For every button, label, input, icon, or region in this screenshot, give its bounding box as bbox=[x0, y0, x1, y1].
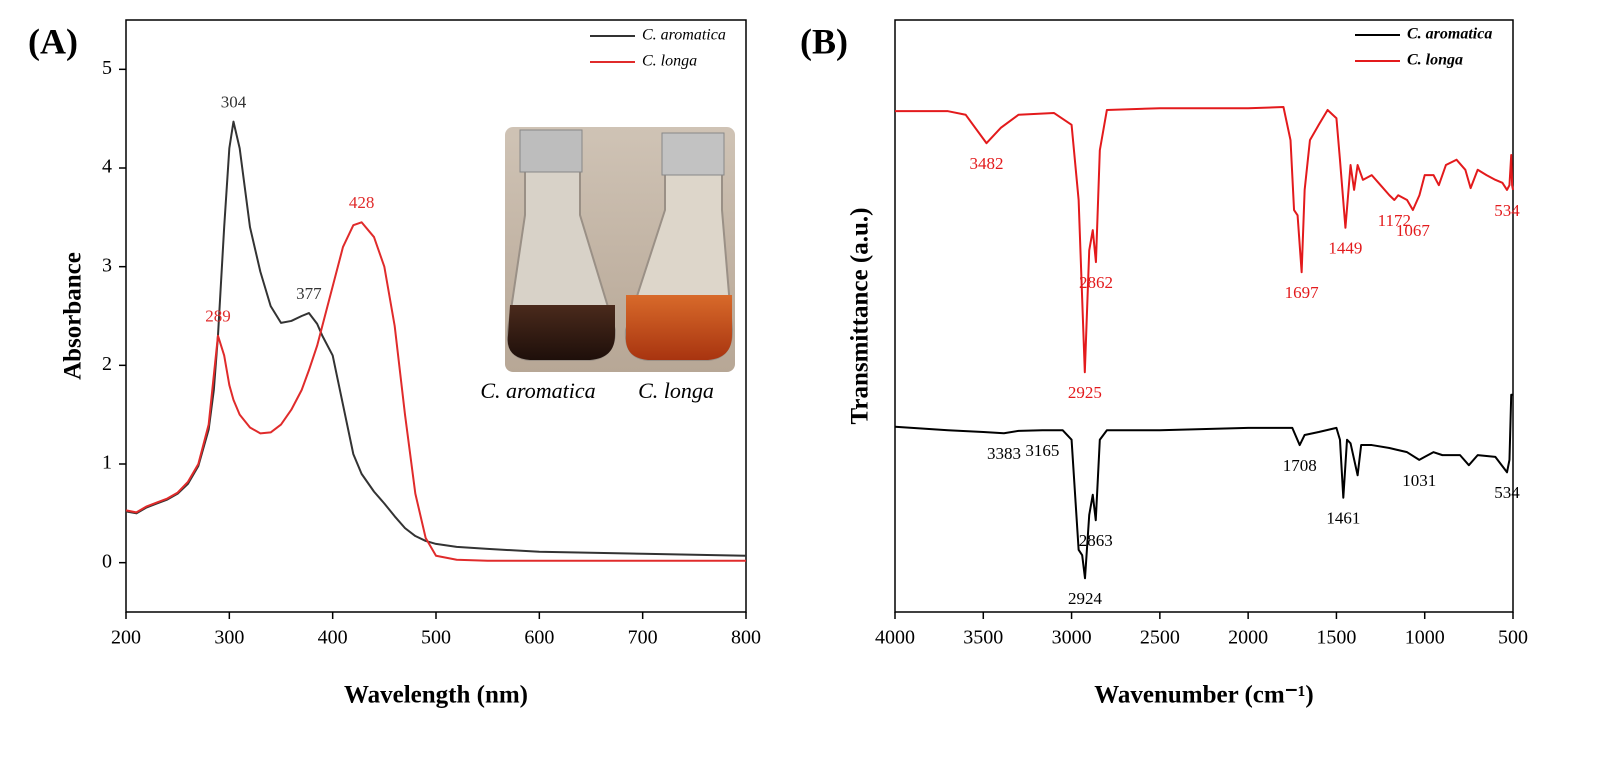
peak-label: 1031 bbox=[1402, 471, 1436, 490]
peak-label: 534 bbox=[1494, 201, 1520, 220]
series-line bbox=[895, 106, 1514, 374]
peak-label: 534 bbox=[1494, 483, 1520, 502]
x-tick-label: 500 bbox=[1498, 627, 1528, 649]
peak-label: 289 bbox=[205, 307, 231, 326]
plot-frame bbox=[894, 19, 1514, 613]
inset-photo bbox=[505, 127, 735, 372]
peak-label: 377 bbox=[296, 284, 322, 303]
x-tick-label: 200 bbox=[111, 627, 141, 649]
inset-caption: C. aromatica bbox=[480, 378, 595, 403]
peak-label: 3482 bbox=[969, 154, 1003, 173]
y-tick-label: 3 bbox=[102, 254, 112, 276]
y-axis-title: Absorbance bbox=[60, 252, 87, 380]
legend-label: C. aromatica bbox=[642, 27, 726, 44]
x-tick-label: 3500 bbox=[963, 627, 1003, 649]
peak-label: 304 bbox=[221, 93, 247, 112]
x-tick-label: 3000 bbox=[1052, 627, 1092, 649]
x-tick-label: 4000 bbox=[875, 627, 915, 649]
series-line bbox=[125, 221, 746, 562]
peak-label: 1461 bbox=[1326, 509, 1360, 528]
y-tick-label: 4 bbox=[102, 156, 112, 178]
x-tick-label: 300 bbox=[214, 627, 244, 649]
peak-label: 3165 bbox=[1025, 441, 1059, 460]
peak-label: 1067 bbox=[1396, 221, 1431, 240]
y-axis-title: Transmittance (a.u.) bbox=[847, 208, 874, 425]
x-tick-label: 500 bbox=[421, 627, 451, 649]
x-tick-label: 1000 bbox=[1405, 627, 1445, 649]
legend-label: C. aromatica bbox=[1407, 26, 1492, 43]
peak-label: 1708 bbox=[1283, 456, 1317, 475]
peak-label: 2925 bbox=[1068, 383, 1102, 402]
y-tick-label: 1 bbox=[102, 452, 112, 474]
x-tick-label: 700 bbox=[628, 627, 658, 649]
y-tick-label: 2 bbox=[102, 353, 112, 375]
inset-caption: C. longa bbox=[638, 378, 714, 403]
peak-label: 1172 bbox=[1378, 211, 1411, 230]
legend-label: C. longa bbox=[1407, 52, 1463, 69]
peak-label: 1697 bbox=[1285, 283, 1320, 302]
legend-label: C. longa bbox=[642, 53, 697, 70]
series-line bbox=[894, 393, 1513, 580]
peak-label: 2862 bbox=[1079, 273, 1113, 292]
panel-label: (B) bbox=[800, 21, 848, 61]
peak-label: 3383 bbox=[987, 444, 1021, 463]
x-tick-label: 600 bbox=[524, 627, 554, 649]
x-tick-label: 800 bbox=[731, 627, 761, 649]
y-tick-label: 0 bbox=[102, 550, 112, 572]
peak-label: 2863 bbox=[1079, 531, 1113, 550]
x-tick-label: 2500 bbox=[1140, 627, 1180, 649]
x-axis-title: Wavenumber (cm⁻¹) bbox=[1094, 682, 1314, 709]
peak-label: 428 bbox=[349, 193, 375, 212]
peak-label: 1449 bbox=[1328, 239, 1362, 258]
x-tick-label: 1500 bbox=[1316, 627, 1356, 649]
peak-label: 2924 bbox=[1068, 589, 1103, 608]
y-tick-label: 5 bbox=[102, 57, 112, 79]
panel-label: (A) bbox=[28, 21, 78, 61]
x-axis-title: Wavelength (nm) bbox=[344, 682, 528, 709]
x-tick-label: 400 bbox=[318, 627, 348, 649]
x-tick-label: 2000 bbox=[1228, 627, 1268, 649]
